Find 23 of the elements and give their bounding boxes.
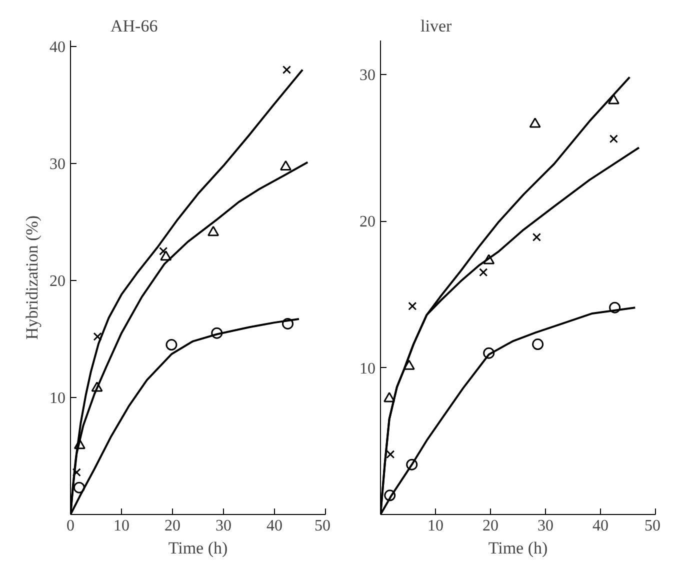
chart-title: AH-66 [110, 16, 158, 36]
y-tick-label: 20 [50, 272, 66, 290]
y-axis-title: Hybridization (%) [22, 215, 42, 340]
x-tick-label: 50 [314, 518, 330, 534]
y-tick-label: 30 [360, 66, 376, 84]
x-tick-label: 20 [482, 518, 498, 534]
x-tick-label: 10 [114, 518, 130, 534]
x-tick-label: 0 [66, 518, 74, 534]
chart-title: liver [420, 16, 452, 36]
y-tick-label: 40 [50, 38, 66, 56]
y-tick-label: 20 [360, 214, 376, 230]
y-tick-label: 30 [50, 156, 66, 173]
y-tick-label: 10 [360, 360, 376, 378]
x-tick-label: 40 [266, 518, 282, 534]
x-tick-label: 20 [164, 518, 180, 534]
x-axis-title: Time (h) [488, 538, 548, 558]
x-tick-label: 50 [644, 518, 660, 534]
y-tick-label: 10 [50, 390, 66, 407]
x-tick-label: 10 [428, 518, 444, 534]
x-tick-label: 30 [538, 518, 554, 534]
x-axis-title: Time (h) [168, 538, 228, 558]
x-tick-label: 30 [216, 518, 232, 534]
x-tick-label: 40 [592, 518, 608, 534]
